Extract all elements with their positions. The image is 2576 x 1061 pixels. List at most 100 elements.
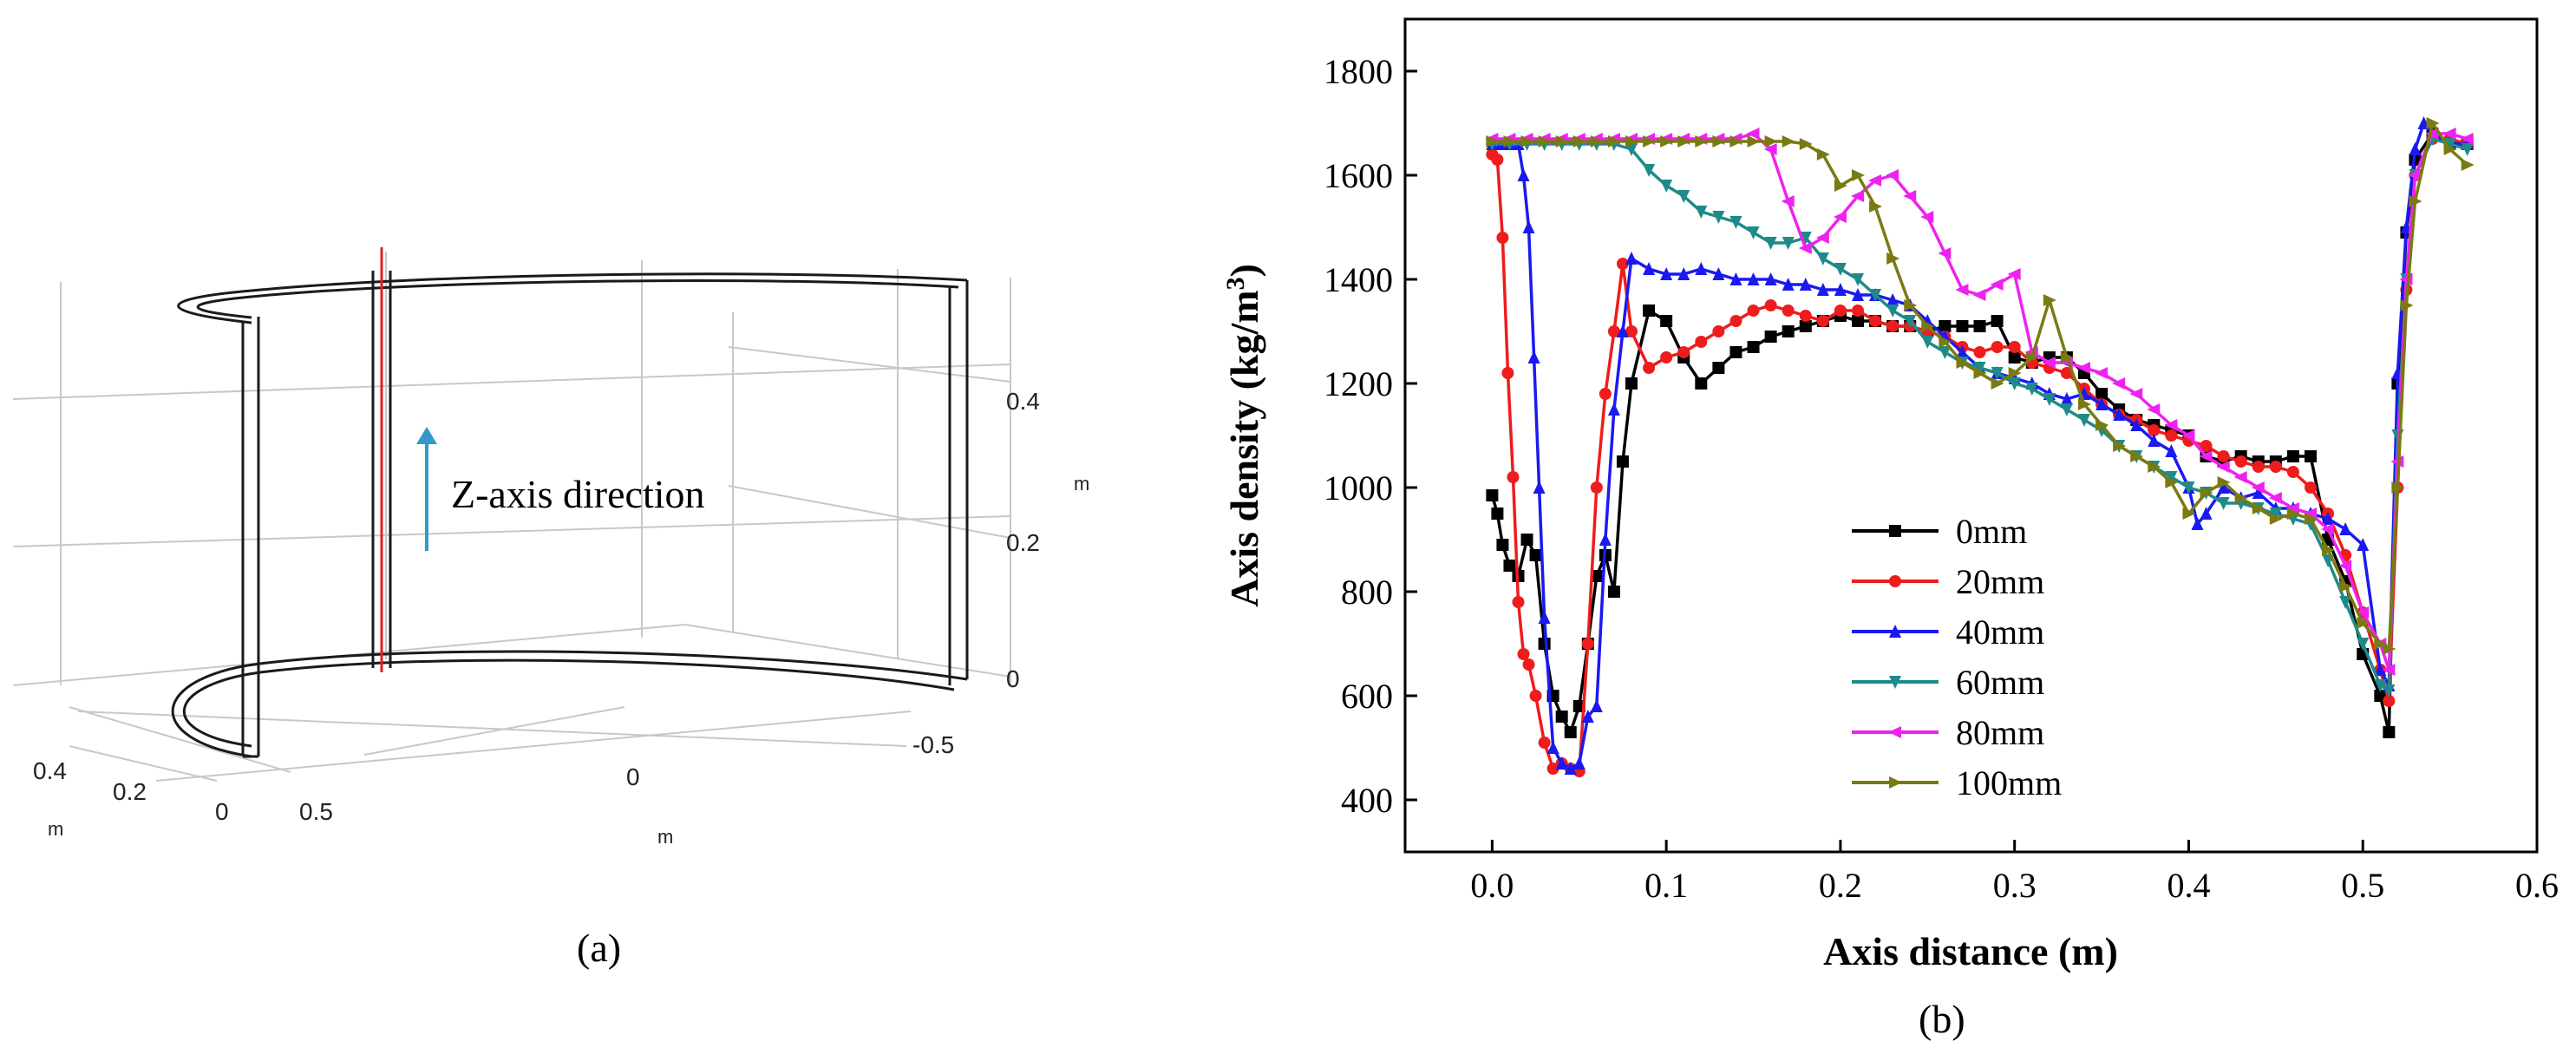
data-point [2182, 481, 2195, 494]
data-point [1991, 315, 2004, 327]
data-point [1491, 508, 1504, 520]
data-point [1956, 357, 1970, 369]
y-tick-label: 0 [215, 798, 229, 825]
data-point [1886, 305, 1899, 318]
data-point [1564, 762, 1577, 775]
data-point [1486, 135, 1500, 147]
data-point [1816, 252, 1829, 265]
x-tick-label: 0.2 [1819, 866, 1862, 905]
data-point [1512, 596, 1525, 608]
data-point [2383, 684, 2396, 698]
data-point [1695, 377, 1708, 390]
y-tick-label: 600 [1341, 677, 1393, 716]
legend-marker [1888, 726, 1901, 738]
data-point [2442, 128, 2456, 140]
data-point [1590, 481, 1603, 494]
data-point [1677, 190, 1690, 203]
data-point [1886, 293, 1899, 306]
data-point [2409, 142, 2422, 155]
data-point [1590, 135, 1604, 147]
data-point [1886, 320, 1899, 332]
y-tick-label: 1600 [1324, 156, 1393, 195]
data-point [2374, 663, 2387, 676]
data-point [1599, 388, 1612, 400]
data-point [2339, 580, 2353, 593]
data-point [1816, 315, 1829, 327]
legend-label: 100mm [1956, 763, 2062, 802]
data-point [1677, 267, 1690, 280]
data-point [1527, 350, 1540, 363]
data-point [1538, 135, 1552, 147]
data-point [1747, 272, 1760, 285]
data-point [2007, 268, 2021, 280]
data-point [2304, 508, 2317, 520]
data-point [1729, 135, 1743, 147]
data-point [2060, 367, 2073, 379]
data-point [1764, 299, 1777, 311]
data-point [1799, 138, 1813, 150]
data-point [1869, 315, 1882, 327]
legend-item: 100mm [1852, 763, 2062, 802]
data-point [2181, 429, 2195, 442]
data-point [1660, 135, 1674, 147]
data-point [2357, 617, 2370, 629]
data-point [2043, 393, 2056, 406]
data-point [1695, 262, 1708, 275]
legend-marker [1889, 525, 1901, 537]
data-point [2234, 492, 2248, 504]
series-100mm [1486, 117, 2475, 655]
data-point [2217, 497, 2230, 510]
data-point [2199, 450, 2213, 462]
x-unit-label: m [657, 826, 673, 848]
data-point [1782, 325, 1795, 337]
data-point [2322, 512, 2335, 525]
data-point [2268, 492, 2282, 504]
z-unit-label: m [1074, 473, 1089, 494]
data-point [2165, 429, 2178, 442]
data-point [1939, 336, 1952, 348]
y-tick-label: 1000 [1324, 468, 1393, 508]
data-point [2008, 351, 2021, 363]
data-point [1517, 648, 1530, 660]
data-point [1869, 289, 1882, 302]
data-point [2217, 476, 2231, 488]
data-point [1625, 143, 1638, 156]
y-tick-label: 0.2 [113, 778, 147, 805]
panel-b-caption: (b) [1919, 997, 1965, 1041]
z-axis-arrow-icon [416, 427, 437, 551]
data-point [2285, 502, 2299, 514]
legend-marker [1889, 575, 1901, 587]
y-axis-title-main: Axis density (kg/m [1222, 290, 1266, 606]
data-point [1955, 284, 1969, 296]
data-point [1590, 699, 1603, 712]
data-point [2043, 294, 2056, 306]
data-point [2252, 486, 2265, 499]
data-point [1903, 190, 1917, 202]
data-point [1782, 135, 1795, 147]
data-point [1938, 247, 1952, 259]
data-point [2286, 450, 2299, 462]
x-tick-label: 0.4 [2167, 866, 2210, 905]
data-point [1747, 226, 1760, 239]
data-point [1834, 283, 1847, 296]
series-layer [1485, 116, 2475, 777]
data-point [2095, 419, 2109, 431]
data-point [2129, 388, 2143, 400]
data-point [2321, 523, 2335, 535]
data-point [1834, 263, 1847, 276]
data-point [1973, 362, 1986, 375]
data-point [1712, 362, 1725, 374]
data-point [1501, 367, 1514, 379]
panel-a-caption: (a) [577, 926, 621, 970]
data-point [1852, 288, 1864, 301]
data-point [2042, 357, 2056, 369]
data-point [2322, 544, 2336, 556]
data-point [2060, 351, 2074, 363]
data-point [1625, 135, 1638, 147]
legend-label: 80mm [1956, 713, 2044, 752]
data-point [1507, 471, 1520, 483]
y-tick-label: 0.4 [33, 757, 67, 784]
data-point [1851, 190, 1864, 202]
legend-marker [1889, 676, 1901, 689]
data-point [1503, 135, 1517, 147]
